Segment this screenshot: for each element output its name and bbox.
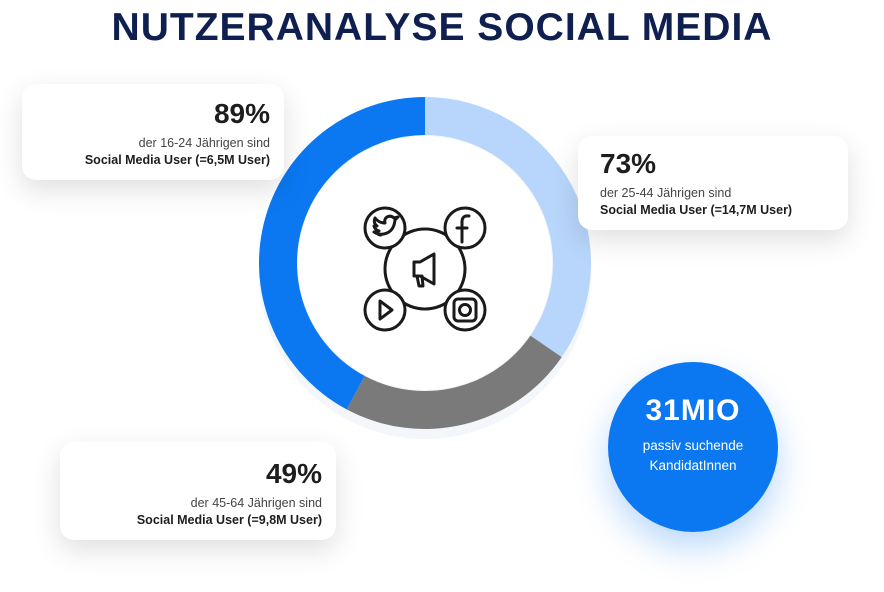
- callout-16-24: 89% der 16-24 Jährigen sind Social Media…: [22, 84, 284, 180]
- donut-segment-16-24: [259, 97, 425, 410]
- facebook-icon: [443, 206, 487, 250]
- total-candidates-badge: 31MIO passiv suchende KandidatInnen: [608, 362, 778, 532]
- callout-user-count: Social Media User (=9,8M User): [136, 513, 322, 527]
- social-media-icon-group: [363, 206, 487, 332]
- callout-25-44: 73% der 25-44 Jährigen sind Social Media…: [578, 136, 848, 230]
- donut-center: [298, 136, 552, 390]
- donut-segment-25-44: [425, 97, 591, 358]
- callout-description: der 45-64 Jährigen sind: [190, 496, 322, 510]
- highlight-value: 31MIO: [645, 394, 741, 427]
- callout-percent: 73%: [600, 148, 657, 179]
- highlight-label-line2: KandidatInnen: [649, 458, 737, 473]
- donut-segment-45-64: [346, 335, 562, 429]
- youtube-icon: [363, 288, 407, 332]
- highlight-label-line1: passiv suchende: [642, 438, 744, 453]
- callout-user-count: Social Media User (=14,7M User): [600, 203, 793, 217]
- network-ring: [383, 227, 467, 311]
- callout-user-count: Social Media User (=6,5M User): [84, 153, 270, 167]
- twitter-icon: [363, 206, 407, 250]
- highlight-label: passiv suchende KandidatInnen: [608, 436, 778, 476]
- callout-description: der 16-24 Jährigen sind: [138, 136, 270, 150]
- megaphone-icon: [412, 252, 436, 288]
- instagram-icon: [443, 288, 487, 332]
- page-title: NUTZERANALYSE SOCIAL MEDIA: [111, 6, 773, 49]
- callout-percent: 49%: [265, 458, 322, 489]
- callout-45-64: 49% der 45-64 Jährigen sind Social Media…: [60, 442, 336, 540]
- callout-description: der 25-44 Jährigen sind: [600, 186, 732, 200]
- callout-percent: 89%: [213, 98, 270, 129]
